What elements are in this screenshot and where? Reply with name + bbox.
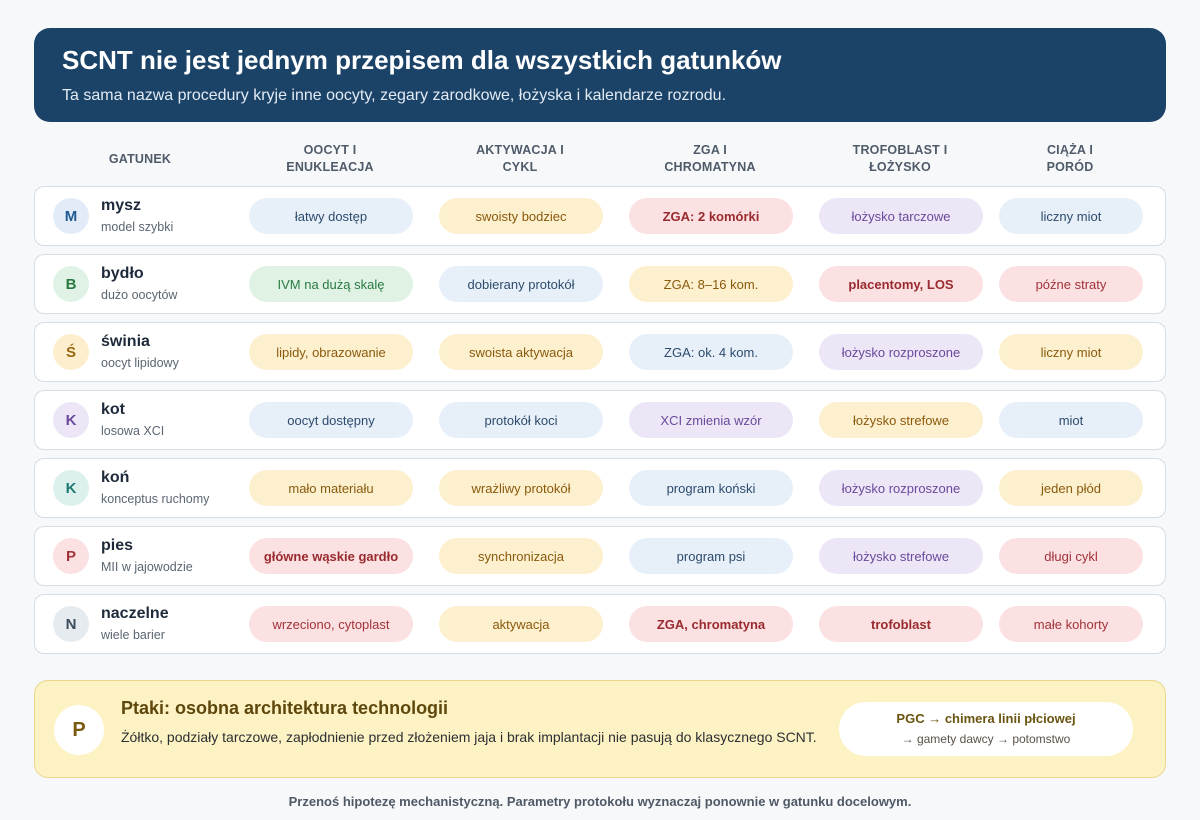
species-name: bydło <box>101 265 144 282</box>
cell-pill: ZGA: 2 komórki <box>629 198 793 234</box>
cell-pill: ZGA: ok. 4 kom. <box>629 334 793 370</box>
column-header-line1: OOCYT I <box>303 143 357 157</box>
birds-flow-badge: PGC → chimera linii płciowej → gamety da… <box>839 702 1133 756</box>
column-header: CIĄŻA I PORÓD <box>980 141 1160 177</box>
column-header: AKTYWACJA I CYKL <box>430 141 610 177</box>
cell-pill: placentomy, LOS <box>819 266 983 302</box>
cell-pill: łożysko strefowe <box>819 538 983 574</box>
column-header: OOCYT I ENUKLEACJA <box>240 141 420 177</box>
column-header-line1: TROFOBLAST I <box>852 143 948 157</box>
column-header-line2: CHROMATYNA <box>664 160 756 174</box>
cell-pill: XCI zmienia wzór <box>629 402 793 438</box>
column-header-line2: PORÓD <box>1046 160 1094 174</box>
cell-pill: wrzeciono, cytoplast <box>249 606 413 642</box>
column-header-line2: ENUKLEACJA <box>286 160 374 174</box>
species-subtitle: konceptus ruchomy <box>101 492 210 506</box>
species-avatar: P <box>53 538 89 574</box>
cell-pill: długi cykl <box>999 538 1143 574</box>
cell-pill: liczny miot <box>999 198 1143 234</box>
species-avatar: B <box>53 266 89 302</box>
cell-pill: łatwy dostęp <box>249 198 413 234</box>
cell-pill: dobierany protokół <box>439 266 603 302</box>
cell-pill: łożysko rozproszone <box>819 334 983 370</box>
birds-panel: P Ptaki: osobna architektura technologii… <box>34 680 1166 778</box>
column-header: GATUNEK <box>50 141 230 177</box>
cell-pill: program psi <box>629 538 793 574</box>
cell-pill: łożysko strefowe <box>819 402 983 438</box>
species-name: świnia <box>101 333 150 350</box>
header-banner: SCNT nie jest jednym przepisem dla wszys… <box>34 28 1166 122</box>
cell-pill: jeden płód <box>999 470 1143 506</box>
column-header-line2: CYKL <box>502 160 538 174</box>
column-header-line1: ZGA I <box>693 143 727 157</box>
species-name: kot <box>101 401 125 418</box>
cell-pill: ZGA: 8–16 kom. <box>629 266 793 302</box>
birds-title: Ptaki: osobna architektura technologii <box>121 698 449 718</box>
cell-pill: IVM na dużą skalę <box>249 266 413 302</box>
species-avatar: N <box>53 606 89 642</box>
cell-pill: mało materiału <box>249 470 413 506</box>
footer-note: Przenoś hipotezę mechanistyczną. Paramet… <box>288 794 912 809</box>
species-subtitle: MII w jajowodzie <box>101 560 193 574</box>
cell-pill: miot <box>999 402 1143 438</box>
birds-flow-line1: PGC → chimera linii płciowej <box>896 711 1076 726</box>
cell-pill: łożysko rozproszone <box>819 470 983 506</box>
species-name: mysz <box>101 197 142 214</box>
cell-pill: lipidy, obrazowanie <box>249 334 413 370</box>
column-header: ZGA I CHROMATYNA <box>620 141 800 177</box>
species-avatar: K <box>53 470 89 506</box>
cell-pill: swoista aktywacja <box>439 334 603 370</box>
birds-avatar: P <box>54 705 104 755</box>
column-header-line2: ŁOŻYSKO <box>869 160 931 174</box>
cell-pill: główne wąskie gardło <box>249 538 413 574</box>
cell-pill: oocyt dostępny <box>249 402 413 438</box>
species-subtitle: wiele barier <box>101 628 165 642</box>
cell-pill: protokół koci <box>439 402 603 438</box>
species-name: pies <box>101 537 134 554</box>
page-subtitle: Ta sama nazwa procedury kryje inne oocyt… <box>62 87 727 104</box>
cell-pill: późne straty <box>999 266 1143 302</box>
cell-pill: małe kohorty <box>999 606 1143 642</box>
species-subtitle: losowa XCI <box>101 424 165 438</box>
species-name: naczelne <box>101 605 169 622</box>
species-name: koń <box>101 469 130 486</box>
species-avatar: Ś <box>53 334 89 370</box>
birds-text: Żółtko, podziały tarczowe, zapłodnienie … <box>121 729 817 745</box>
cell-pill: liczny miot <box>999 334 1143 370</box>
cell-pill: wrażliwy protokół <box>439 470 603 506</box>
cell-pill: synchronizacja <box>439 538 603 574</box>
cell-pill: aktywacja <box>439 606 603 642</box>
cell-pill: ZGA, chromatyna <box>629 606 793 642</box>
species-subtitle: model szybki <box>101 220 174 234</box>
column-header-line1: AKTYWACJA I <box>476 143 564 157</box>
column-header: TROFOBLAST I ŁOŻYSKO <box>810 141 990 177</box>
species-avatar: M <box>53 198 89 234</box>
species-avatar: K <box>53 402 89 438</box>
species-subtitle: oocyt lipidowy <box>101 356 179 370</box>
cell-pill: program koński <box>629 470 793 506</box>
page-title: SCNT nie jest jednym przepisem dla wszys… <box>62 45 782 75</box>
cell-pill: swoisty bodziec <box>439 198 603 234</box>
column-header-line1: GATUNEK <box>108 151 172 166</box>
birds-flow-line2: → gamety dawcy → potomstwo <box>901 732 1071 746</box>
column-header-line1: CIĄŻA I <box>1046 143 1094 157</box>
cell-pill: trofoblast <box>819 606 983 642</box>
species-subtitle: dużo oocytów <box>101 288 178 302</box>
cell-pill: łożysko tarczowe <box>819 198 983 234</box>
